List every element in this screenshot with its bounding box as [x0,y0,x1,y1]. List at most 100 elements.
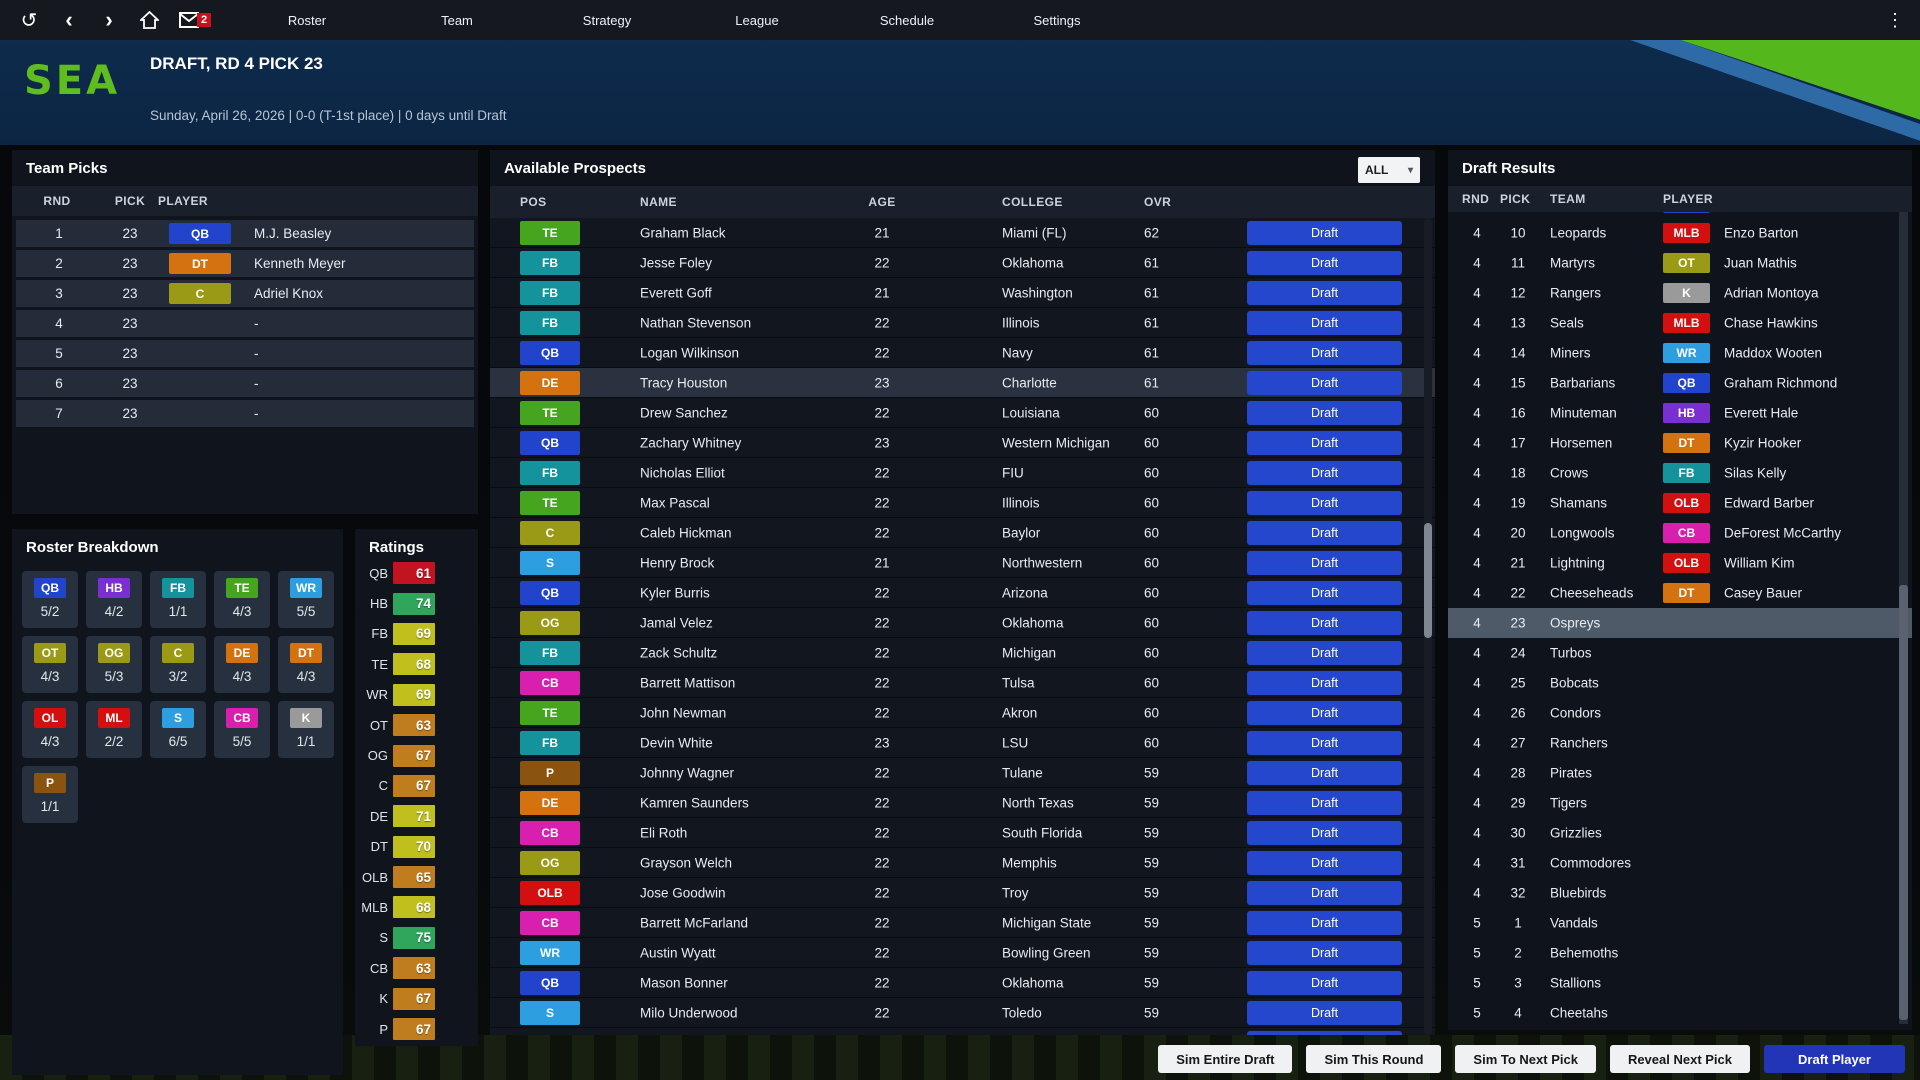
prospect-row[interactable]: TE Graham Black 21 Miami (FL) 62 Draft [490,218,1435,248]
position-badge: QB [520,970,580,995]
prospect-ovr: 60 [1144,705,1160,720]
draft-button[interactable]: Draft [1247,851,1402,875]
draft-button[interactable]: Draft [1247,461,1402,485]
prospect-row[interactable]: FB Nathan Stevenson 22 Illinois 61 Draft [490,308,1435,338]
draft-button[interactable]: Draft [1247,791,1402,815]
prospect-row[interactable]: DE Kamren Saunders 22 North Texas 59 Dra… [490,788,1435,818]
prospect-row[interactable]: WR Austin Wyatt 22 Bowling Green 59 Draf… [490,938,1435,968]
draft-button[interactable]: Draft [1247,431,1402,455]
draft-button[interactable]: Draft [1247,551,1402,575]
draft-button[interactable]: Draft [1247,401,1402,425]
prospect-row[interactable]: OLB Jose Goodwin 22 Troy 59 Draft [490,878,1435,908]
draft-button[interactable]: Draft [1247,641,1402,665]
prospect-row[interactable]: FB Jesse Foley 22 Oklahoma 61 Draft [490,248,1435,278]
pick-number: 27 [1510,735,1526,751]
rating-value-chip: 63 [393,957,435,980]
prospect-age: 22 [874,975,890,990]
home-icon[interactable] [136,7,162,33]
prospect-row[interactable]: FB Zack Schultz 22 Michigan 60 Draft [490,638,1435,668]
prospect-row[interactable]: QB Logan Wilkinson 22 Navy 61 Draft [490,338,1435,368]
player-name: Everett Hale [1724,405,1799,421]
draft-button[interactable]: Draft [1247,731,1402,755]
draft-button[interactable]: Draft [1247,311,1402,335]
prospect-row[interactable]: TE Drew Sanchez 22 Louisiana 60 Draft [490,398,1435,428]
round-number: 5 [1473,915,1481,931]
draft-button[interactable]: Draft [1247,341,1402,365]
draft-button[interactable]: Draft [1247,761,1402,785]
prospect-row[interactable]: QB Zachary Whitney 23 Western Michigan 6… [490,428,1435,458]
position-badge: OLB [1663,493,1710,513]
history-icon[interactable]: ↺ [20,9,38,32]
nav-item-settings[interactable]: Settings [982,13,1132,28]
prospect-row[interactable]: CB Barrett Mattison 22 Tulsa 60 Draft [490,668,1435,698]
prospect-ovr: 62 [1144,225,1160,240]
prospect-row[interactable]: OG Grayson Welch 22 Memphis 59 Draft [490,848,1435,878]
sim-entire-draft-button[interactable]: Sim Entire Draft [1158,1045,1293,1073]
draft-button[interactable]: Draft [1247,221,1402,245]
player-name: Chase Hawkins [1724,315,1818,331]
prospect-row[interactable]: FB Everett Goff 21 Washington 61 Draft [490,278,1435,308]
draft-button[interactable]: Draft [1247,911,1402,935]
nav-item-roster[interactable]: Roster [232,13,382,28]
pick-number: 23 [122,256,138,271]
draft-button[interactable]: Draft [1247,671,1402,695]
prospect-row[interactable]: P Johnny Wagner 22 Tulane 59 Draft [490,758,1435,788]
draft-button[interactable]: Draft [1247,281,1402,305]
prospect-row[interactable]: CB Barrett McFarland 22 Michigan State 5… [490,908,1435,938]
draft-button[interactable]: Draft [1247,821,1402,845]
nav-item-schedule[interactable]: Schedule [832,13,982,28]
sim-to-next-pick-button[interactable]: Sim To Next Pick [1455,1045,1596,1073]
prospect-row[interactable]: OG Jamal Velez 22 Oklahoma 60 Draft [490,608,1435,638]
kebab-menu-icon[interactable]: ⋮ [1886,9,1904,30]
nav-icon-group: ↺ ‹ › 2 [0,7,211,33]
nav-item-team[interactable]: Team [382,13,532,28]
draft-button[interactable]: Draft [1247,521,1402,545]
sim-this-round-button[interactable]: Sim This Round [1306,1045,1442,1073]
prospect-college: LSU [1002,735,1029,750]
pick-number: 12 [1510,285,1526,301]
col-pos: POS [520,195,547,209]
draft-button[interactable]: Draft [1247,881,1402,905]
prospect-ovr: 59 [1144,915,1160,930]
prospect-row[interactable]: CB Eli Roth 22 South Florida 59 Draft [490,818,1435,848]
pick-number: 23 [122,346,138,361]
prospect-row[interactable]: S Henry Brock 21 Northwestern 60 Draft [490,548,1435,578]
prospect-row[interactable]: FB Devin White 23 LSU 60 Draft [490,728,1435,758]
mail-icon[interactable]: 2 [176,7,211,33]
prospect-row[interactable]: DE Tracy Houston 23 Charlotte 61 Draft [490,368,1435,398]
prospect-row[interactable]: QB Mason Bonner 22 Oklahoma 59 Draft [490,968,1435,998]
draft-button[interactable]: Draft [1247,1001,1402,1025]
nav-item-league[interactable]: League [682,13,832,28]
position-badge: FB [520,310,580,335]
draft-button[interactable]: Draft [1247,701,1402,725]
draft-button[interactable]: Draft [1247,611,1402,635]
prospect-ovr: 59 [1144,795,1160,810]
draft-result-row: 4 23 Ospreys [1448,608,1912,638]
draft-button[interactable]: Draft [1247,581,1402,605]
prospect-row[interactable]: S Milo Underwood 22 Toledo 59 Draft [490,998,1435,1028]
reveal-next-pick-button[interactable]: Reveal Next Pick [1609,1045,1751,1073]
prospect-row[interactable]: TE Max Pascal 22 Illinois 60 Draft [490,488,1435,518]
nav-item-strategy[interactable]: Strategy [532,13,682,28]
roster-position-card: C 3/2 [150,636,206,693]
forward-icon[interactable]: › [105,7,113,32]
draft-button[interactable]: Draft [1247,371,1402,395]
position-filter-dropdown[interactable]: ALL ▾ [1358,157,1420,183]
draft-results-scrollbar-thumb[interactable] [1899,585,1908,1020]
draft-button[interactable]: Draft [1247,971,1402,995]
prospect-row[interactable]: TE John Newman 22 Akron 60 Draft [490,698,1435,728]
draft-button[interactable]: Draft [1247,1031,1402,1035]
draft-button[interactable]: Draft [1247,941,1402,965]
prospects-scrollbar-thumb[interactable] [1424,523,1432,638]
prospect-row-clipped[interactable]: Draft [490,1028,1435,1035]
draft-result-row: 5 4 Cheetahs [1448,998,1912,1024]
back-icon[interactable]: ‹ [65,7,73,32]
prospect-college: Baylor [1002,525,1041,540]
prospect-row[interactable]: QB Kyler Burris 22 Arizona 60 Draft [490,578,1435,608]
draft-player-button[interactable]: Draft Player [1764,1045,1905,1073]
draft-button[interactable]: Draft [1247,491,1402,515]
pick-number: 1 [1514,915,1522,931]
prospect-row[interactable]: C Caleb Hickman 22 Baylor 60 Draft [490,518,1435,548]
draft-button[interactable]: Draft [1247,251,1402,275]
prospect-row[interactable]: FB Nicholas Elliot 22 FIU 60 Draft [490,458,1435,488]
